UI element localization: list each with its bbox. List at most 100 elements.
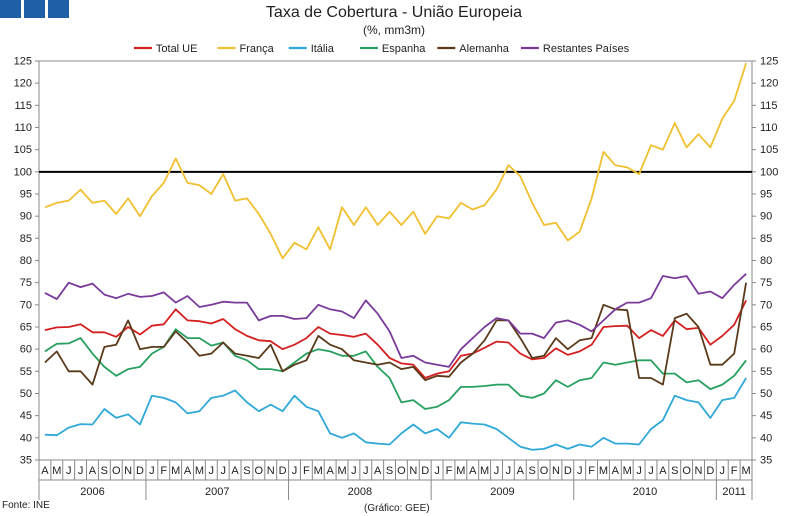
month-label-38: J — [494, 465, 500, 477]
chart-title: Taxa de Cobertura - União Europeia — [265, 4, 523, 21]
month-label-52: A — [659, 465, 667, 477]
y-tick-label-right-45: 45 — [760, 410, 772, 422]
series-line-restantes-países — [44, 273, 747, 368]
year-label-2009: 2009 — [490, 486, 514, 498]
y-tick-label-left-105: 105 — [14, 144, 32, 156]
month-label-54: O — [682, 465, 691, 477]
series-line-total-ue — [44, 300, 747, 379]
y-tick-label-left-70: 70 — [20, 299, 32, 311]
y-tick-label-left-100: 100 — [14, 166, 32, 178]
y-tick-label-right-65: 65 — [760, 322, 772, 334]
month-label-27: J — [363, 465, 369, 477]
y-tick-label-left-45: 45 — [20, 410, 32, 422]
month-label-46: F — [588, 465, 595, 477]
y-tick-label-left-95: 95 — [20, 189, 32, 201]
month-label-1: M — [52, 465, 61, 477]
y-tick-label-right-90: 90 — [760, 211, 772, 223]
year-label-2008: 2008 — [348, 486, 372, 498]
month-label-16: A — [231, 465, 239, 477]
month-label-4: A — [89, 465, 97, 477]
month-label-57: J — [720, 465, 726, 477]
month-label-49: M — [623, 465, 632, 477]
month-label-12: A — [184, 465, 192, 477]
header-decoration-square-2 — [24, 0, 45, 18]
month-label-8: D — [136, 465, 144, 477]
month-label-26: J — [351, 465, 357, 477]
month-label-56: D — [706, 465, 714, 477]
month-label-40: A — [517, 465, 525, 477]
month-label-3: J — [78, 465, 84, 477]
plot-area — [38, 60, 753, 461]
y-tick-label-left-65: 65 — [20, 322, 32, 334]
header-decoration-square-1 — [0, 0, 21, 18]
month-label-50: J — [636, 465, 642, 477]
y-tick-label-left-120: 120 — [14, 78, 32, 90]
month-label-53: S — [671, 465, 678, 477]
month-label-7: N — [124, 465, 132, 477]
y-tick-label-right-75: 75 — [760, 277, 772, 289]
source-note: Fonte: INE — [2, 500, 50, 511]
year-label-2011: 2011 — [722, 486, 746, 498]
month-label-42: O — [540, 465, 549, 477]
month-label-43: N — [552, 465, 560, 477]
y-tick-label-left-35: 35 — [20, 455, 32, 467]
month-label-55: N — [695, 465, 703, 477]
month-label-19: N — [267, 465, 275, 477]
y-tick-label-left-75: 75 — [20, 277, 32, 289]
month-label-14: J — [209, 465, 215, 477]
y-tick-label-right-70: 70 — [760, 299, 772, 311]
month-label-41: S — [528, 465, 535, 477]
month-label-25: M — [337, 465, 346, 477]
month-label-2: J — [66, 465, 72, 477]
y-tick-label-left-85: 85 — [20, 233, 32, 245]
year-label-2006: 2006 — [80, 486, 104, 498]
y-tick-label-right-105: 105 — [760, 144, 778, 156]
y-tick-label-left-40: 40 — [20, 432, 32, 444]
series-line-frança — [44, 62, 747, 260]
y-tick-label-left-125: 125 — [14, 56, 32, 68]
month-label-23: M — [314, 465, 323, 477]
month-label-36: A — [469, 465, 477, 477]
month-label-51: J — [648, 465, 654, 477]
series-line-itália — [44, 377, 747, 451]
legend-label-espanha: Espanha — [382, 43, 426, 55]
month-label-37: M — [480, 465, 489, 477]
chart-credit: (Gráfico: GEE) — [364, 503, 430, 514]
month-label-30: O — [397, 465, 406, 477]
month-label-20: D — [279, 465, 287, 477]
month-label-24: A — [326, 465, 334, 477]
month-label-44: D — [564, 465, 572, 477]
y-tick-label-right-85: 85 — [760, 233, 772, 245]
y-tick-label-left-50: 50 — [20, 388, 32, 400]
month-label-35: M — [456, 465, 465, 477]
y-tick-label-right-35: 35 — [760, 455, 772, 467]
y-tick-label-left-60: 60 — [20, 344, 32, 356]
series-line-espanha — [44, 328, 747, 410]
month-label-47: M — [599, 465, 608, 477]
month-label-17: S — [243, 465, 250, 477]
y-tick-label-left-115: 115 — [14, 100, 32, 112]
legend-label-total-ue: Total UE — [156, 43, 198, 55]
y-tick-label-right-95: 95 — [760, 189, 772, 201]
y-tick-label-right-40: 40 — [760, 432, 772, 444]
chart-subtitle: (%, mm3m) — [363, 23, 425, 37]
y-tick-label-left-90: 90 — [20, 211, 32, 223]
month-label-10: F — [160, 465, 167, 477]
month-label-48: A — [612, 465, 620, 477]
month-label-22: F — [303, 465, 310, 477]
month-label-5: S — [101, 465, 108, 477]
legend-label-restantes-países: Restantes Países — [543, 43, 630, 55]
y-tick-label-left-55: 55 — [20, 366, 32, 378]
year-label-2007: 2007 — [205, 486, 229, 498]
header-decoration-square-3 — [48, 0, 69, 18]
month-label-0: A — [41, 465, 49, 477]
y-tick-label-right-125: 125 — [760, 56, 778, 68]
month-label-34: F — [446, 465, 453, 477]
y-tick-label-right-115: 115 — [760, 100, 778, 112]
month-label-9: J — [149, 465, 155, 477]
month-label-39: J — [506, 465, 512, 477]
y-tick-label-left-80: 80 — [20, 255, 32, 267]
month-label-45: J — [577, 465, 583, 477]
month-label-21: J — [292, 465, 298, 477]
